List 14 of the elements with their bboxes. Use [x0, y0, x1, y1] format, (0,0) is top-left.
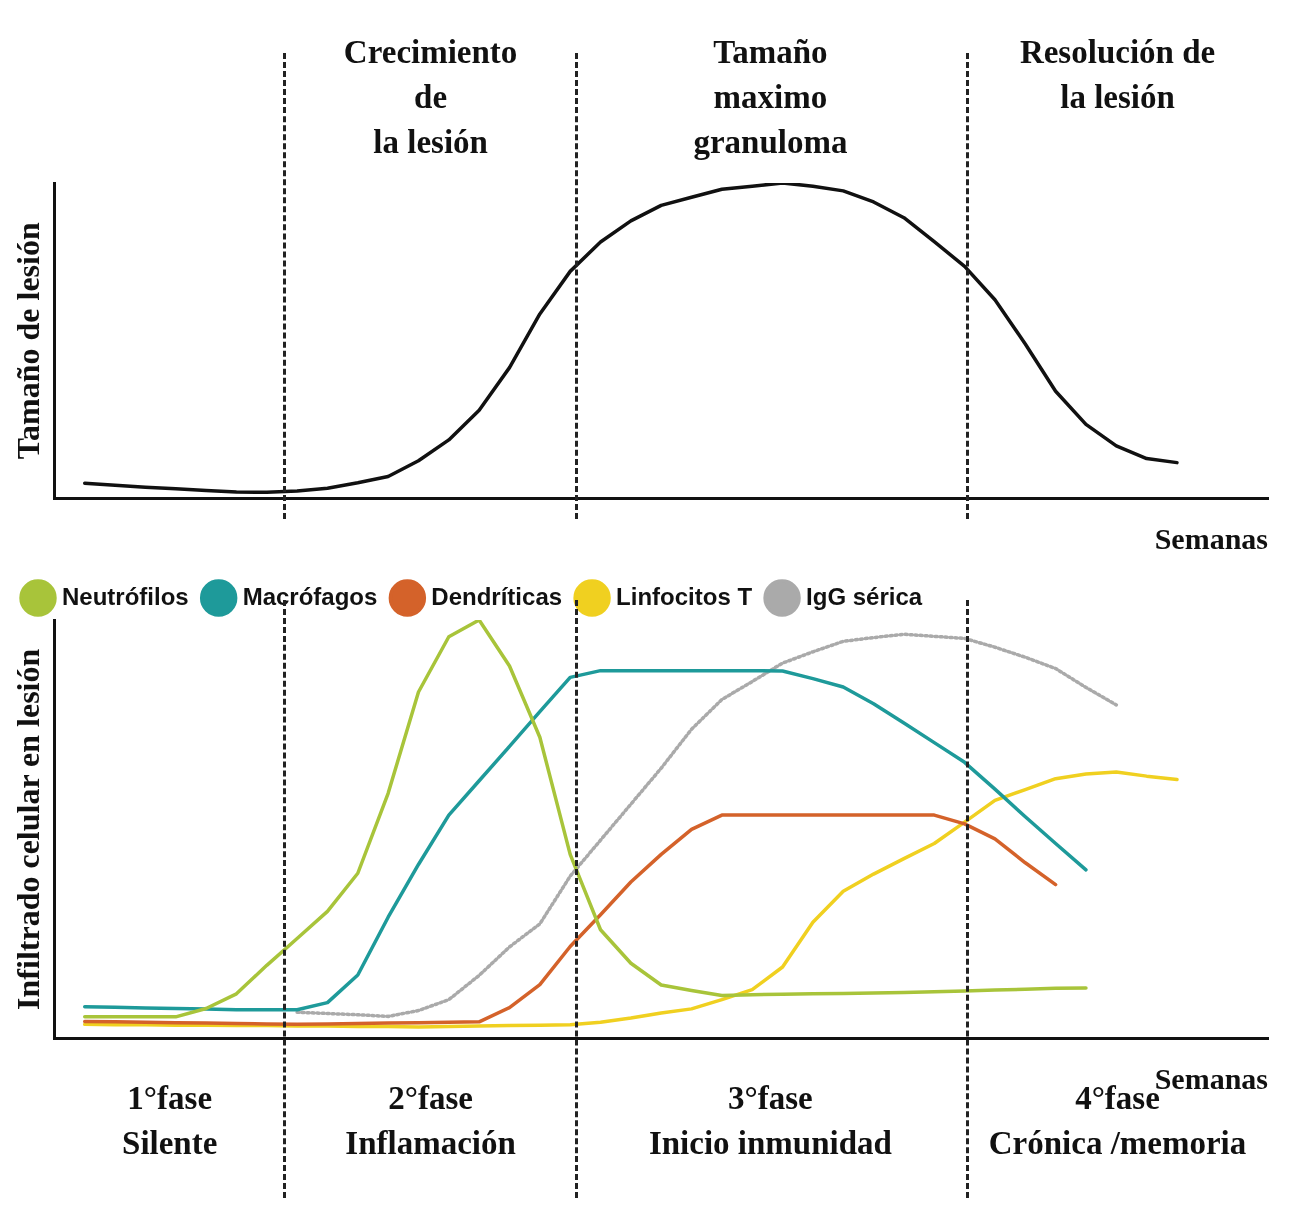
legend-label: Linfocitos T	[616, 582, 753, 610]
y-axis-title: Infiltrado celular en lesión	[10, 648, 47, 1010]
text: Crecimiento de la lesión	[343, 34, 518, 161]
text: 1°fase Silente	[122, 1079, 218, 1161]
text: Resolución de la lesión	[1019, 34, 1216, 116]
legend-label: Macrófagos	[242, 582, 378, 610]
text: 3°fase Inicio inmunidad	[648, 1079, 892, 1161]
legend-label: Neutrófilos	[62, 582, 189, 610]
y-axis-title: Tamaño de lesión	[10, 222, 47, 460]
text: Tamaño maximo granuloma	[693, 34, 848, 161]
x-axis-title: Semanas	[1154, 521, 1268, 555]
legend-label: Dendríticas	[431, 582, 563, 610]
legend-label: IgG sérica	[806, 582, 923, 610]
text: 2°fase Inflamación	[345, 1079, 516, 1161]
